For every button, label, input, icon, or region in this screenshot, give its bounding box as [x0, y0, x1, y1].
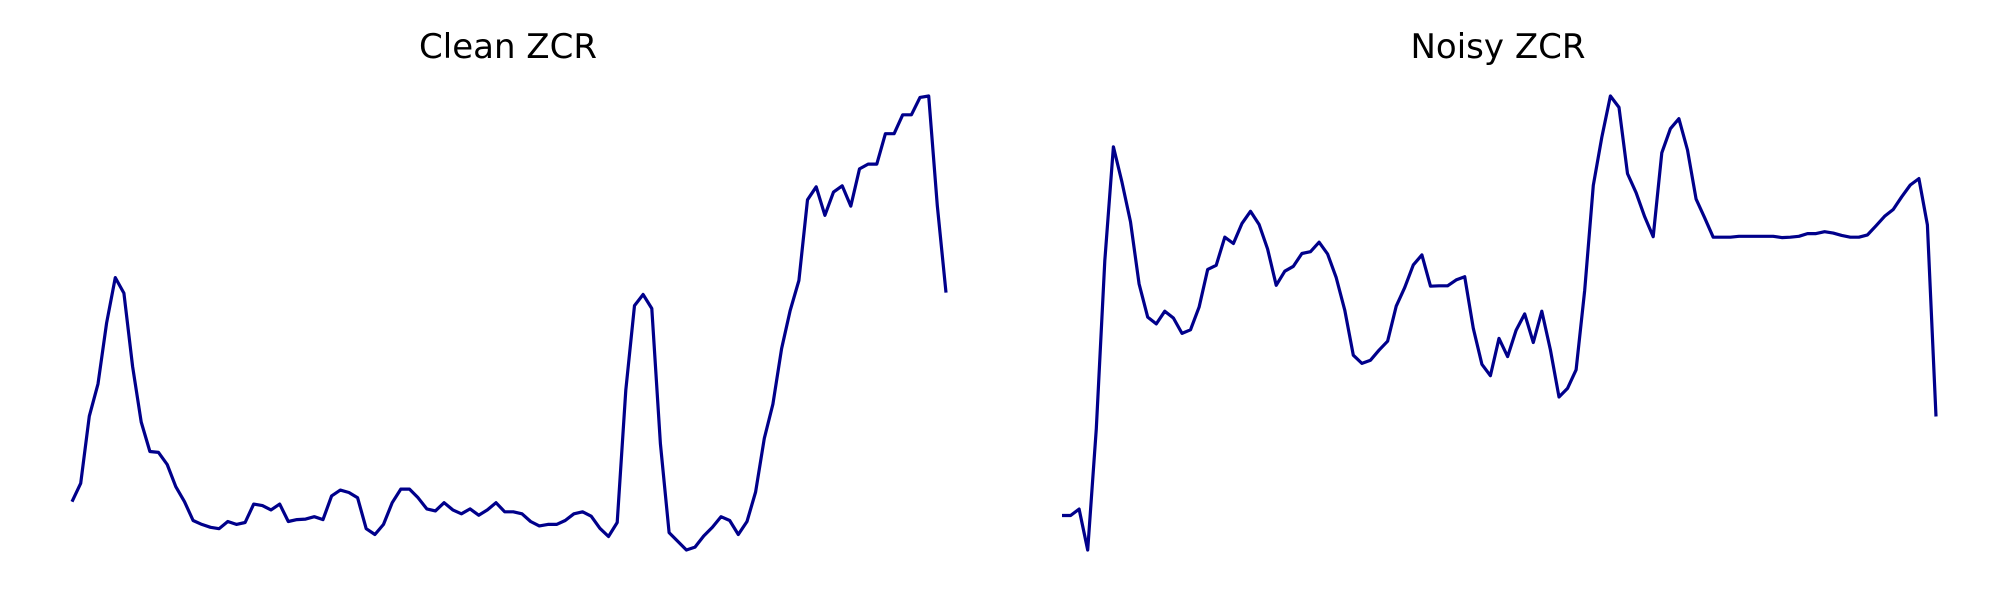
clean-zcr-line [70, 94, 948, 552]
noisy-zcr-line [1062, 94, 1938, 552]
noisy-zcr-plot-area [1062, 94, 1938, 552]
clean-zcr-panel: Clean ZCR [70, 27, 948, 552]
noisy-zcr-panel: Noisy ZCR [1062, 27, 1938, 552]
clean-zcr-title: Clean ZCR [419, 27, 597, 67]
clean-zcr-plot-area [70, 94, 948, 552]
noisy-zcr-title: Noisy ZCR [1411, 27, 1586, 67]
